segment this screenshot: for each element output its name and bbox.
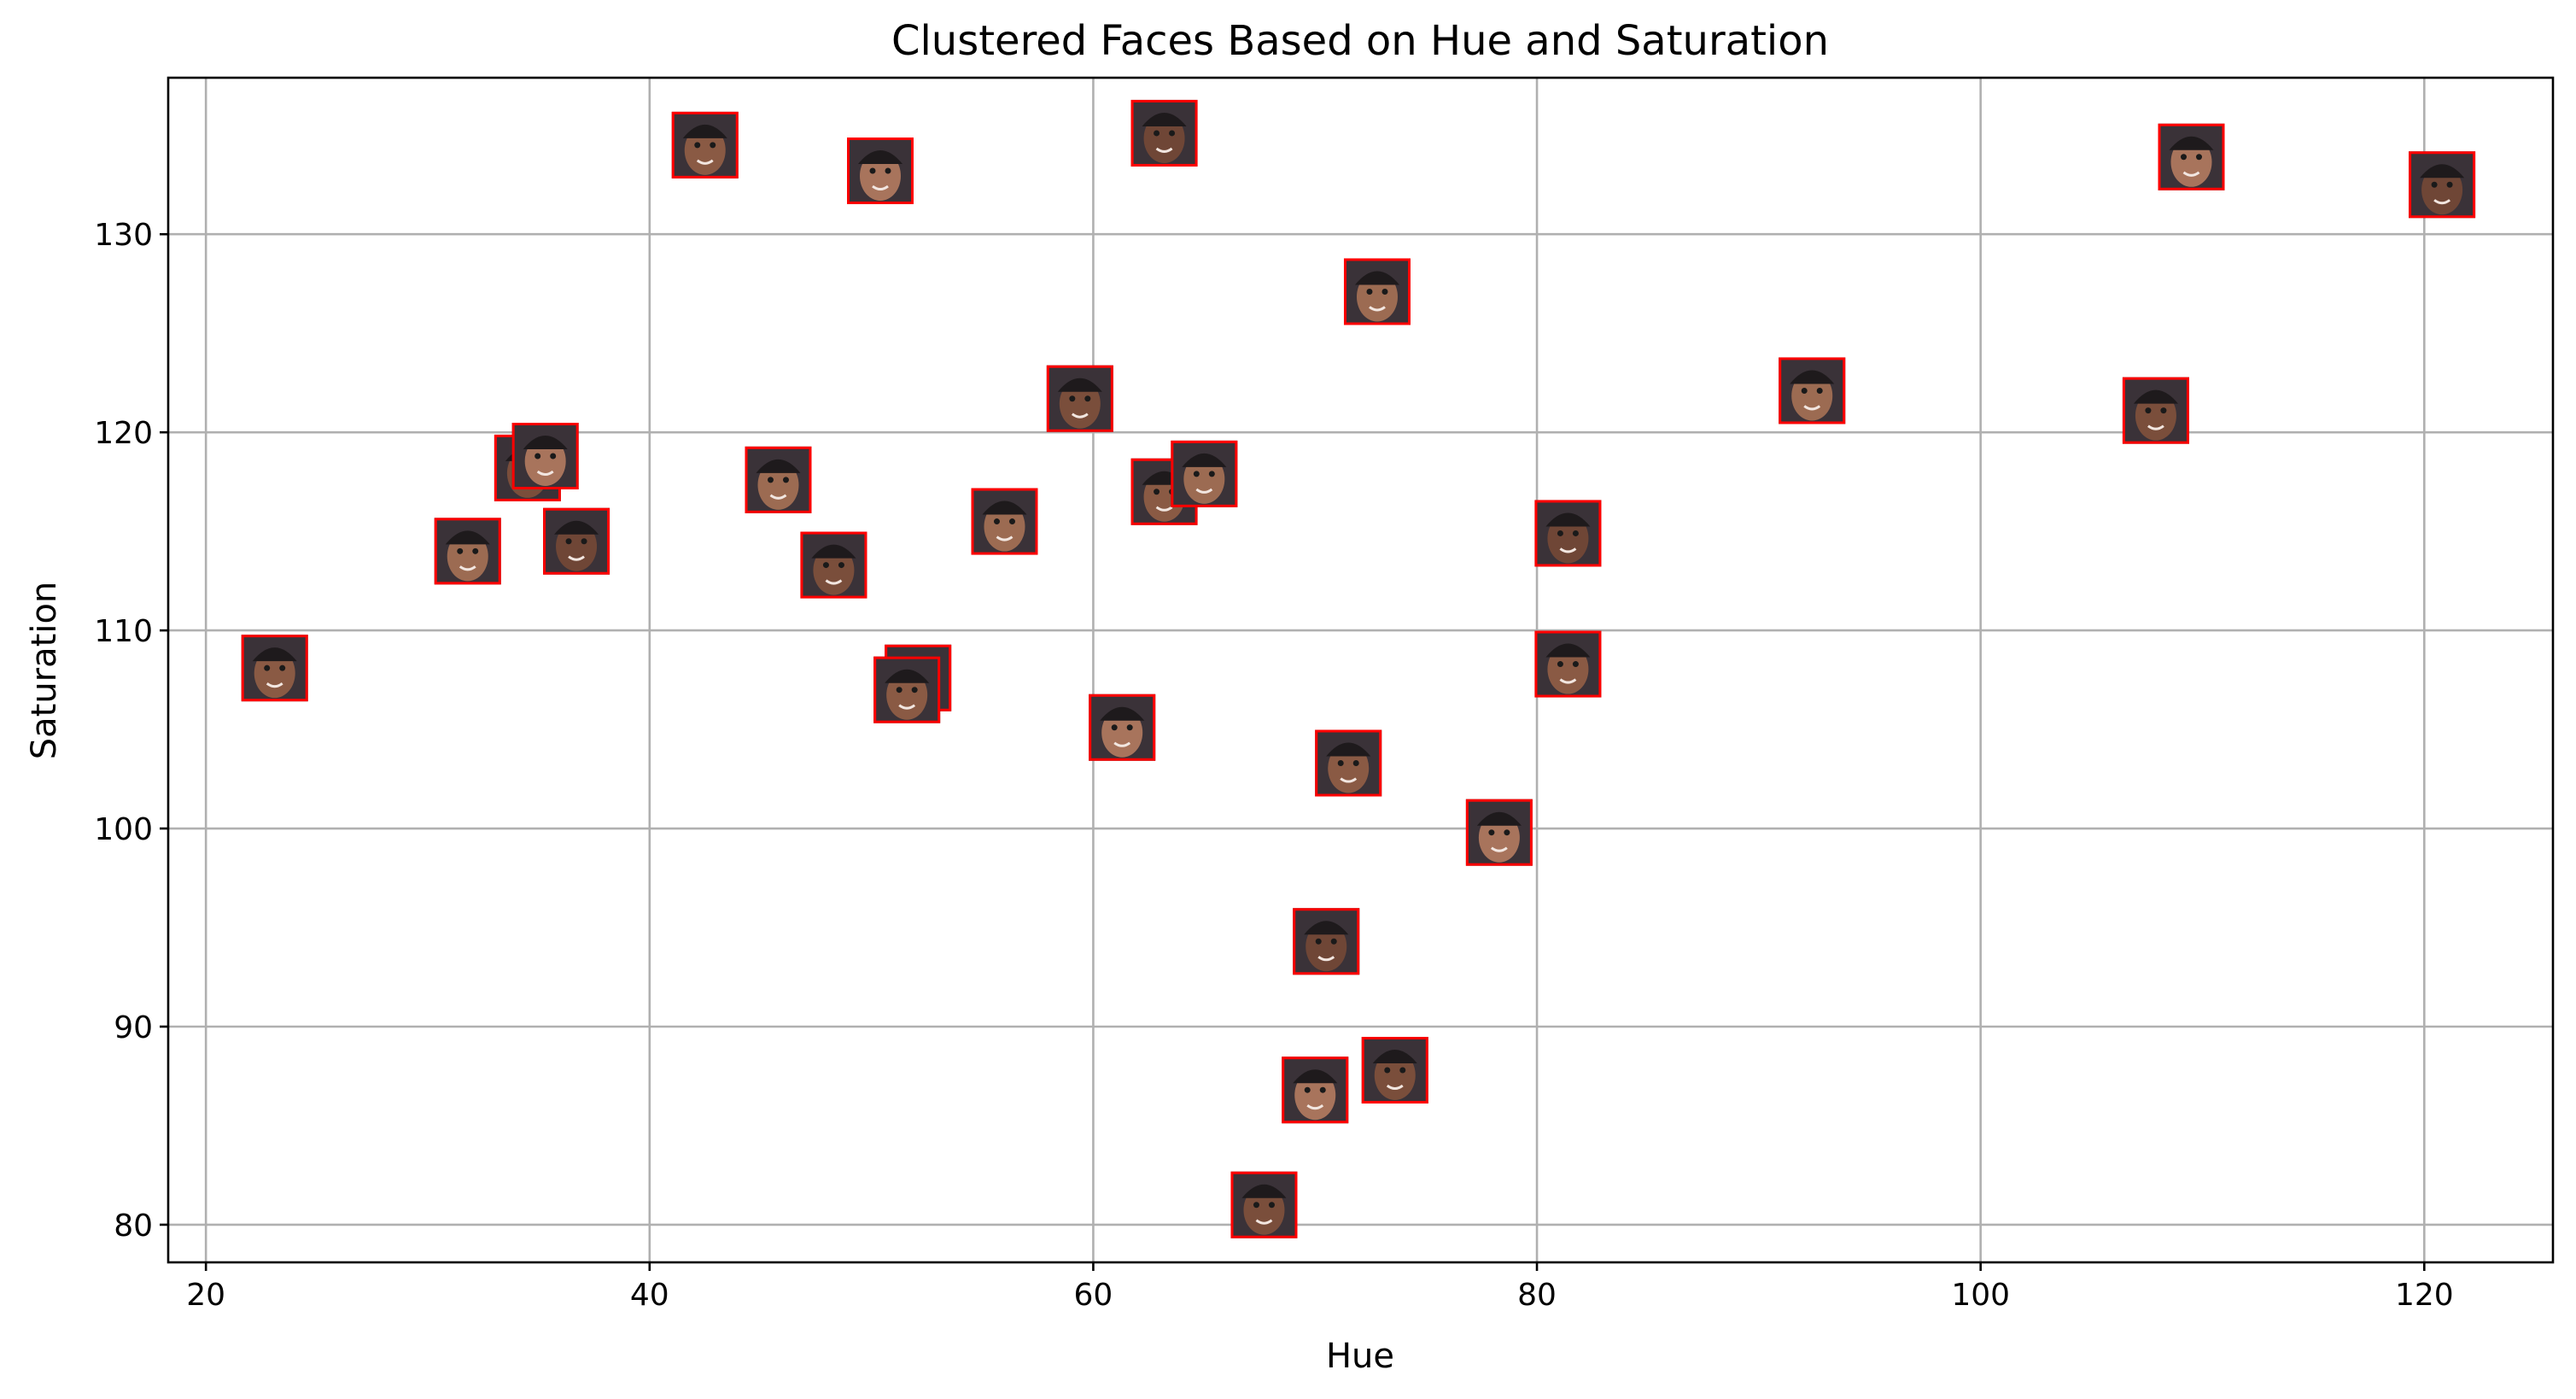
y-tick-label: 90 xyxy=(114,1010,153,1045)
x-tick-label: 40 xyxy=(630,1278,669,1313)
data-point-face-marker xyxy=(800,531,867,599)
data-point-face-marker xyxy=(1282,1057,1349,1124)
data-point-face-marker xyxy=(2158,123,2225,190)
x-axis-label: Hue xyxy=(1326,1337,1394,1376)
x-tick-label: 80 xyxy=(1517,1278,1557,1313)
data-point-face-marker xyxy=(1534,500,1602,567)
x-tick-label: 60 xyxy=(1074,1278,1113,1313)
data-point-face-marker xyxy=(1046,365,1113,432)
data-point-face-marker xyxy=(2409,151,2476,219)
x-tick-label: 20 xyxy=(186,1278,225,1313)
data-point-face-marker xyxy=(543,507,610,575)
data-point-face-marker xyxy=(847,138,914,205)
data-point-face-marker xyxy=(1171,440,1238,507)
data-point-face-marker xyxy=(971,488,1038,555)
x-tick-label: 120 xyxy=(2395,1278,2454,1313)
data-point-face-marker xyxy=(1343,258,1411,325)
data-point-face-marker xyxy=(745,446,812,513)
face-markers xyxy=(241,99,2476,1238)
chart-title: Clustered Faces Based on Hue and Saturat… xyxy=(891,17,1829,65)
data-point-face-marker xyxy=(1293,908,1360,975)
data-point-face-marker xyxy=(241,635,308,702)
data-point-face-marker xyxy=(671,111,739,179)
y-tick-label: 100 xyxy=(94,812,153,847)
y-tick-label: 120 xyxy=(94,416,153,451)
data-point-face-marker xyxy=(873,656,941,723)
y-tick-label: 80 xyxy=(114,1209,153,1244)
data-point-face-marker xyxy=(1089,694,1156,761)
y-tick-label: 130 xyxy=(94,218,153,253)
data-point-face-marker xyxy=(1534,630,1602,698)
data-point-face-marker xyxy=(434,518,501,585)
axis-ticks: 20 40 60 80 100 120 80 90 100 110 120 130 xyxy=(94,218,2453,1313)
plot-frame xyxy=(166,76,2555,1264)
data-point-face-marker xyxy=(1361,1037,1428,1104)
x-tick-label: 100 xyxy=(1951,1278,2010,1313)
data-point-face-marker xyxy=(1230,1171,1298,1238)
y-tick-label: 110 xyxy=(94,614,153,649)
data-point-face-marker xyxy=(1315,729,1382,797)
data-point-face-marker xyxy=(511,423,579,490)
y-axis-label: Saturation xyxy=(25,582,64,760)
data-point-face-marker xyxy=(1465,799,1533,866)
data-point-face-marker xyxy=(1130,99,1198,167)
data-point-face-marker xyxy=(2122,377,2189,444)
data-point-face-marker xyxy=(1779,357,1846,424)
